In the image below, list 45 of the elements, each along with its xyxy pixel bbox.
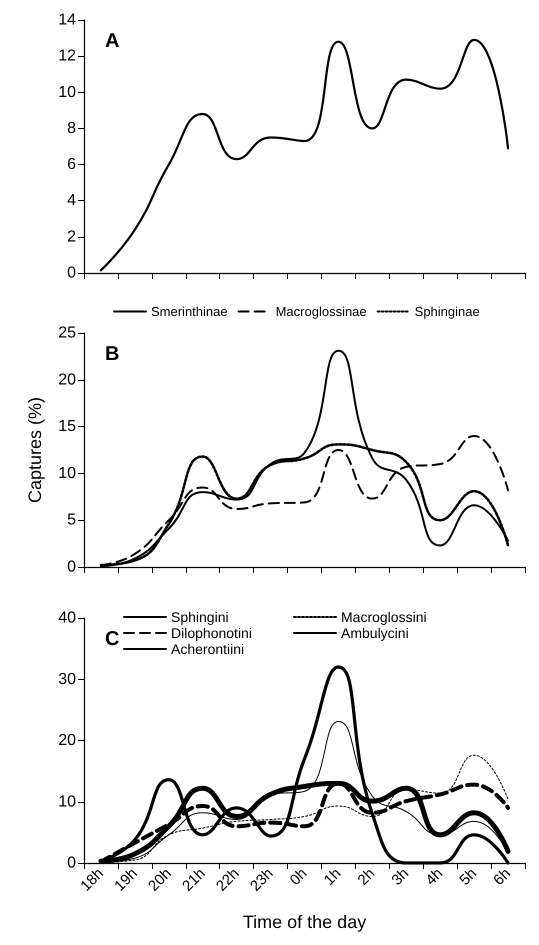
text: B: [105, 343, 120, 365]
y-tick-label: 10: [58, 84, 76, 101]
x-tick-label: 4h: [422, 864, 446, 889]
y-tick-label: 8: [67, 120, 76, 137]
x-tick-label: 21h: [179, 864, 209, 895]
y-tick-label: 5: [67, 512, 76, 529]
legend-label: Sphingini: [171, 609, 229, 625]
x-tick-label: 2h: [354, 864, 378, 889]
y-tick-label: 40: [58, 610, 76, 626]
legend-label: Dilophonotini: [171, 625, 252, 641]
y-tick-label: 10: [58, 793, 76, 810]
x-tick-label: 5h: [456, 864, 480, 889]
y-tick-label: 25: [58, 324, 76, 342]
y-tick-label: 20: [58, 732, 76, 749]
y-tick-label: 10: [58, 464, 76, 482]
x-tick-label: 18h: [77, 864, 107, 895]
y-tick-label: 15: [58, 418, 76, 436]
x-axis-title: Time of the day: [242, 912, 366, 932]
y-axis-title: Captures (%): [25, 396, 45, 504]
x-tick-label: 3h: [388, 864, 412, 889]
x-tick-label: 0h: [286, 864, 311, 889]
x-tick-label: 1h: [320, 864, 344, 889]
legend-label: Acherontiini: [171, 641, 244, 657]
legend-label: Sphinginae: [414, 304, 480, 319]
x-tick-label: 23h: [246, 864, 277, 895]
legend-label: Macroglossini: [341, 609, 427, 625]
y-tick-label: 20: [58, 371, 76, 388]
legend-label: Smerinthinae: [151, 304, 228, 319]
y-tick-label: 0: [67, 264, 76, 282]
text: C: [105, 628, 120, 650]
y-tick-label: 12: [58, 48, 76, 65]
x-tick-label: 19h: [111, 864, 141, 895]
y-tick-label: 4: [67, 192, 76, 210]
legend-label: Ambulycini: [341, 625, 409, 641]
x-tick-label: 22h: [212, 864, 243, 895]
y-tick-label: 0: [67, 854, 76, 872]
y-tick-label: 0: [67, 558, 76, 576]
y-tick-label: 2: [67, 228, 76, 246]
y-tick-label: 6: [67, 156, 76, 174]
text: A: [105, 30, 120, 52]
x-tick-label: 20h: [145, 864, 175, 895]
y-tick-label: 30: [58, 670, 76, 688]
x-tick-label: 6h: [490, 864, 514, 889]
y-tick-label: 14: [58, 12, 76, 28]
legend-label: Macroglossinae: [276, 304, 367, 319]
